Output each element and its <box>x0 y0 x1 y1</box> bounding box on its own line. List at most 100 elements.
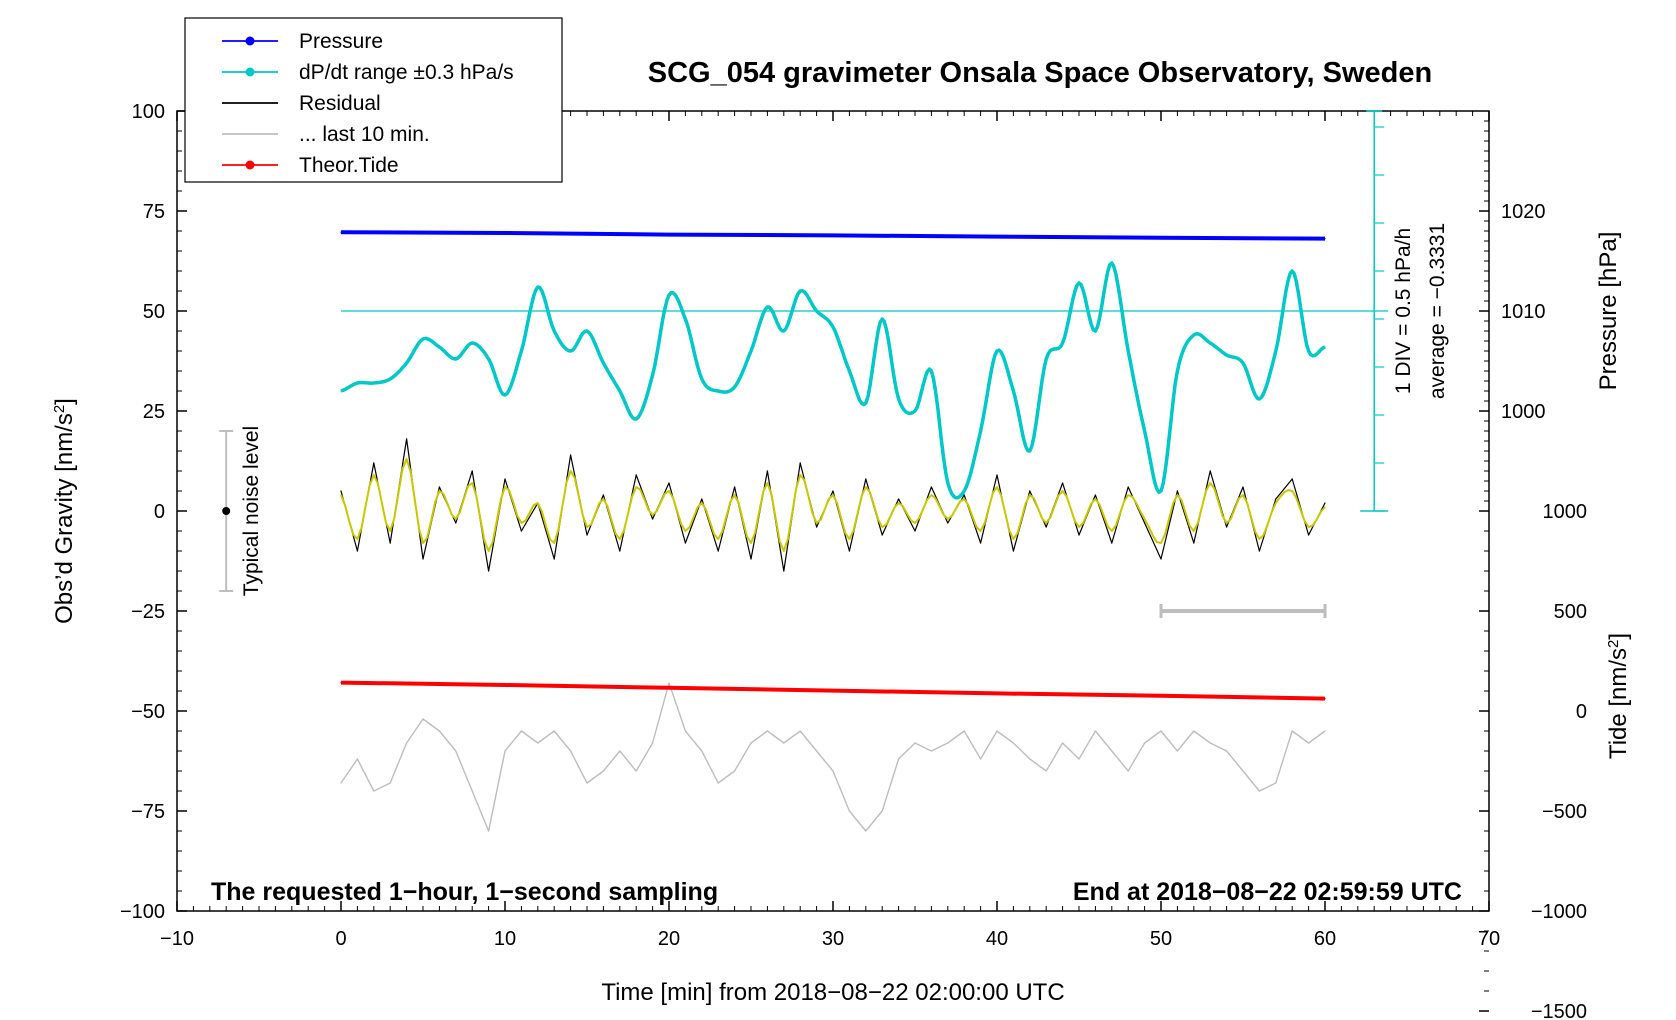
series-residual-point <box>898 498 900 500</box>
series-last-10-min-point <box>438 730 440 732</box>
series-residual-filtered-point <box>1045 522 1047 524</box>
series-dp-dt-point <box>570 350 572 352</box>
tide-axis-title-main: Tide [nm/s <box>1605 648 1632 759</box>
series-last-10-min-point <box>1291 730 1293 732</box>
x-tick-label: 50 <box>1150 928 1172 950</box>
series-dp-dt-point <box>537 286 539 288</box>
series-dp-dt-point <box>832 326 834 328</box>
series-dp-dt-point <box>619 390 621 392</box>
series-residual-point <box>373 462 375 464</box>
series-last-10-min-point <box>684 730 687 732</box>
series-residual-point <box>455 522 457 524</box>
series-residual-filtered-point <box>848 538 851 540</box>
y-tick-label: −75 <box>131 801 165 823</box>
series-residual-filtered-point <box>1078 526 1080 528</box>
tide-tick-label: 0 <box>1576 701 1587 723</box>
series-dp-dt-point <box>1029 450 1031 452</box>
dpdt-scale-bar <box>1360 110 1389 512</box>
series-residual-filtered-point <box>766 482 769 484</box>
series-residual-filtered-point <box>684 530 687 532</box>
series-last-10-min-point <box>1242 770 1244 772</box>
series-last-10-min-point <box>537 742 539 744</box>
series-pressure-point <box>1324 238 1326 240</box>
series-dp-dt-point <box>1242 362 1244 364</box>
series-dp-dt-point <box>668 294 670 296</box>
series-residual-point <box>504 478 506 480</box>
series-residual-filtered-point <box>963 498 965 500</box>
series-residual-filtered-point <box>816 522 818 524</box>
series-dp-dt-point <box>1324 346 1326 348</box>
series-residual-filtered-point <box>520 522 523 524</box>
tide-tick-label: 500 <box>1554 601 1587 623</box>
series-dp-dt-point <box>340 390 342 392</box>
series-dp-dt-point <box>1127 350 1129 352</box>
series-residual-filtered-point <box>438 490 440 492</box>
series-residual-filtered-point <box>553 542 555 544</box>
legend-label-pressure: Pressure <box>299 30 383 53</box>
series-last-10-min-point <box>930 750 933 752</box>
series-dp-dt-point <box>455 358 457 360</box>
series-last-10-min-point <box>520 730 523 732</box>
legend-label-last-10-min: ... last 10 min. <box>299 123 430 146</box>
series-residual-filtered-point <box>602 498 605 500</box>
y-tick-label: 50 <box>143 301 165 323</box>
series-residual-point <box>783 570 785 572</box>
series-residual-point <box>1209 470 1211 472</box>
series-last-10-min-point <box>750 742 752 744</box>
series-dp-dt-point <box>848 370 851 372</box>
series-residual-filtered-point <box>619 538 621 540</box>
tide-tick-label: −500 <box>1542 801 1587 823</box>
series-residual-filtered-point <box>881 526 883 528</box>
series-dp-dt-point <box>947 482 949 484</box>
series-last-10-min-point <box>914 742 916 744</box>
series-last-10-min-point <box>1012 742 1015 744</box>
series-last-10-min-point <box>783 742 785 744</box>
series-dp-dt-point <box>1062 342 1064 344</box>
series-last-10-min-point <box>881 810 883 812</box>
series-residual-point <box>1062 482 1064 484</box>
legend-box <box>184 17 563 183</box>
series-residual-filtered-point <box>1242 494 1244 496</box>
y-tick-label: 100 <box>132 101 165 123</box>
series-last-10-min-point <box>1094 730 1096 732</box>
series-residual-point <box>438 486 440 488</box>
series-theor-tide-point <box>1324 698 1326 700</box>
series-dp-dt-point <box>816 310 818 312</box>
series-last-10-min-point <box>1127 770 1129 772</box>
series-residual-filtered-point <box>373 474 375 476</box>
series-pressure-point <box>996 236 998 238</box>
series-residual-point <box>668 482 670 484</box>
series-residual-filtered-point <box>1193 530 1195 532</box>
legend-marker-theor-tide <box>245 160 255 170</box>
tide-tick-label: −1000 <box>1531 901 1587 923</box>
series-last-10-min-point <box>1160 730 1162 732</box>
series-dp-dt-point <box>1291 270 1293 272</box>
series-dp-dt-point <box>406 362 408 364</box>
series-residual-point <box>635 474 637 476</box>
series-last-10-min-point <box>373 790 375 792</box>
series-residual-point <box>422 558 424 560</box>
tide-axis-title-end: ] <box>1605 633 1632 640</box>
series-residual-point <box>356 550 358 552</box>
series-residual-point <box>1258 550 1260 552</box>
series-residual-point <box>734 486 736 488</box>
series-residual-filtered-point <box>914 522 916 524</box>
series-dp-dt-point <box>1160 490 1162 492</box>
series-dp-dt-point <box>504 394 506 396</box>
series-last-10-min-point <box>1258 790 1260 792</box>
series-residual-filtered-point <box>406 458 408 460</box>
series-last-10-min-point <box>865 830 867 832</box>
y-axis-title-main: Obs’d Gravity [nm/s <box>51 413 78 624</box>
series-residual-filtered-point <box>898 502 900 504</box>
series-residual-filtered-point <box>750 542 752 544</box>
series-residual-point <box>1012 550 1015 552</box>
series-residual-point <box>1029 490 1031 492</box>
series-residual-point <box>1291 478 1293 480</box>
series-residual-filtered-point <box>799 474 801 476</box>
series-dp-dt-point <box>980 430 982 432</box>
tide-axis-title-sup: 2 <box>1605 640 1622 648</box>
series-residual-point <box>996 474 998 476</box>
x-tick-label: 40 <box>986 928 1008 950</box>
series-residual-point <box>750 558 752 560</box>
